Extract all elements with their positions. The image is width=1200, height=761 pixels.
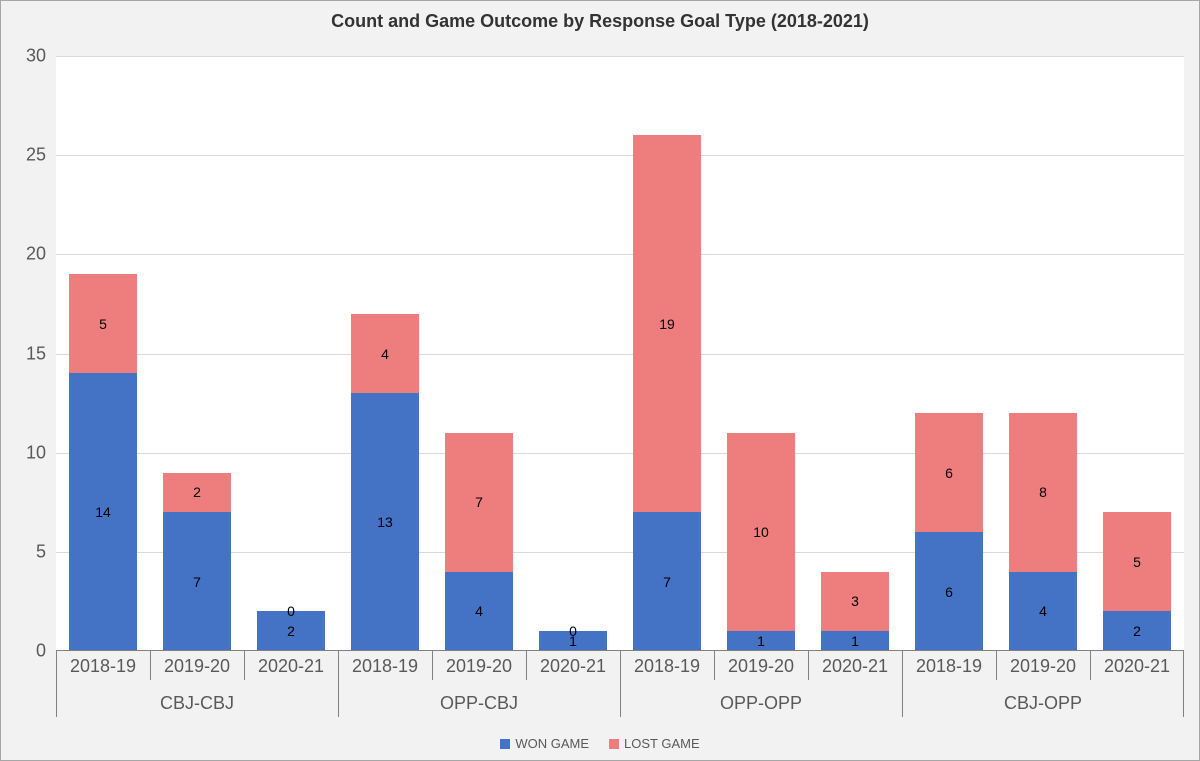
group-label: CBJ-OPP — [902, 693, 1184, 714]
bar-segment-won: 6 — [915, 532, 983, 651]
bar-segment-lost: 6 — [915, 413, 983, 532]
chart-title: Count and Game Outcome by Response Goal … — [1, 11, 1199, 32]
category-label: 2020-21 — [526, 656, 620, 677]
y-tick-label: 25 — [1, 145, 46, 166]
bar-value-label: 2 — [1133, 623, 1141, 639]
y-tick-label: 20 — [1, 244, 46, 265]
legend-swatch — [500, 739, 510, 749]
bar-segment-lost: 4 — [351, 314, 419, 393]
bar-value-label: 8 — [1039, 484, 1047, 500]
category-label: 2020-21 — [244, 656, 338, 677]
bar: 20 — [257, 611, 325, 651]
bar-segment-won: 13 — [351, 393, 419, 651]
bar-value-label: 3 — [851, 593, 859, 609]
group-label: CBJ-CBJ — [56, 693, 338, 714]
y-tick-label: 15 — [1, 343, 46, 364]
bar: 13 4 — [351, 314, 419, 651]
category-label: 2019-20 — [714, 656, 808, 677]
bar-segment-lost: 19 — [633, 135, 701, 512]
tick-mark — [714, 651, 715, 680]
bar: 72 — [163, 473, 231, 652]
bar: 47 — [445, 433, 513, 651]
bar: 1 10 — [727, 433, 795, 651]
bar-value-label: 0 — [287, 603, 295, 619]
bar-segment-won: 7 — [633, 512, 701, 651]
bar: 48 — [1009, 413, 1077, 651]
bar-segment-won: 1 — [727, 631, 795, 651]
bar: 10 — [539, 631, 607, 651]
bar-value-label: 0 — [569, 623, 577, 639]
bar: 66 — [915, 413, 983, 651]
bar-value-label: 2 — [287, 623, 295, 639]
bar-value-label: 4 — [381, 346, 389, 362]
y-tick-label: 10 — [1, 442, 46, 463]
category-label: 2018-19 — [338, 656, 432, 677]
tick-mark — [244, 651, 245, 680]
legend-item: LOST GAME — [609, 736, 700, 751]
bar-segment-lost: 3 — [821, 572, 889, 632]
tick-mark — [1183, 651, 1184, 717]
y-tick-label: 0 — [1, 641, 46, 662]
y-tick-label: 30 — [1, 46, 46, 67]
bar-segment-won: 4 — [445, 572, 513, 651]
bar-value-label: 7 — [663, 574, 671, 590]
bar-value-label: 2 — [193, 484, 201, 500]
bar: 14 5 — [69, 274, 137, 651]
tick-mark — [432, 651, 433, 680]
bar-value-label: 1 — [851, 633, 859, 649]
category-label: 2018-19 — [56, 656, 150, 677]
legend: WON GAME LOST GAME — [1, 736, 1199, 752]
group-label: OPP-OPP — [620, 693, 902, 714]
bar-value-label: 13 — [377, 514, 393, 530]
category-label: 2020-21 — [1090, 656, 1184, 677]
tick-mark — [808, 651, 809, 680]
category-label: 2019-20 — [150, 656, 244, 677]
category-label: 2020-21 — [808, 656, 902, 677]
bar-value-label: 6 — [945, 465, 953, 481]
legend-label: WON GAME — [515, 736, 589, 751]
bar-segment-lost: 7 — [445, 433, 513, 572]
legend-label: LOST GAME — [624, 736, 700, 751]
bar-value-label: 5 — [1133, 554, 1141, 570]
category-label: 2019-20 — [996, 656, 1090, 677]
tick-mark — [996, 651, 997, 680]
plot-area: 1457220134471071911013664825 — [56, 56, 1184, 651]
bar-value-label: 7 — [193, 574, 201, 590]
bar-segment-won: 4 — [1009, 572, 1077, 651]
bar-value-label: 4 — [1039, 603, 1047, 619]
tick-mark — [1090, 651, 1091, 680]
chart-container: Count and Game Outcome by Response Goal … — [0, 0, 1200, 761]
bar-value-label: 19 — [659, 316, 675, 332]
bar-segment-won: 7 — [163, 512, 231, 651]
bar-value-label: 10 — [753, 524, 769, 540]
group-label: OPP-CBJ — [338, 693, 620, 714]
bar-segment-lost: 10 — [727, 433, 795, 631]
bar-segment-won: 14 — [69, 373, 137, 651]
bar-value-label: 1 — [757, 633, 765, 649]
bar-value-label: 14 — [95, 504, 111, 520]
tick-mark — [526, 651, 527, 680]
bar-segment-lost: 2 — [163, 473, 231, 513]
bar-value-label: 5 — [99, 316, 107, 332]
tick-mark — [56, 651, 57, 717]
category-label: 2019-20 — [432, 656, 526, 677]
bar-value-label: 4 — [475, 603, 483, 619]
tick-mark — [150, 651, 151, 680]
bar: 13 — [821, 572, 889, 651]
category-label: 2018-19 — [902, 656, 996, 677]
y-tick-label: 5 — [1, 541, 46, 562]
bar-value-label: 7 — [475, 494, 483, 510]
bar: 7 19 — [633, 135, 701, 651]
bar-segment-lost: 8 — [1009, 413, 1077, 572]
legend-item: WON GAME — [500, 736, 589, 751]
bars-layer: 1457220134471071911013664825 — [56, 56, 1184, 651]
legend-swatch — [609, 739, 619, 749]
bar-segment-won: 2 — [1103, 611, 1171, 651]
bar-segment-lost: 5 — [1103, 512, 1171, 611]
bar-segment-won: 1 — [821, 631, 889, 651]
category-label: 2018-19 — [620, 656, 714, 677]
bar-value-label: 6 — [945, 584, 953, 600]
bar-segment-lost: 5 — [69, 274, 137, 373]
bar: 25 — [1103, 512, 1171, 651]
